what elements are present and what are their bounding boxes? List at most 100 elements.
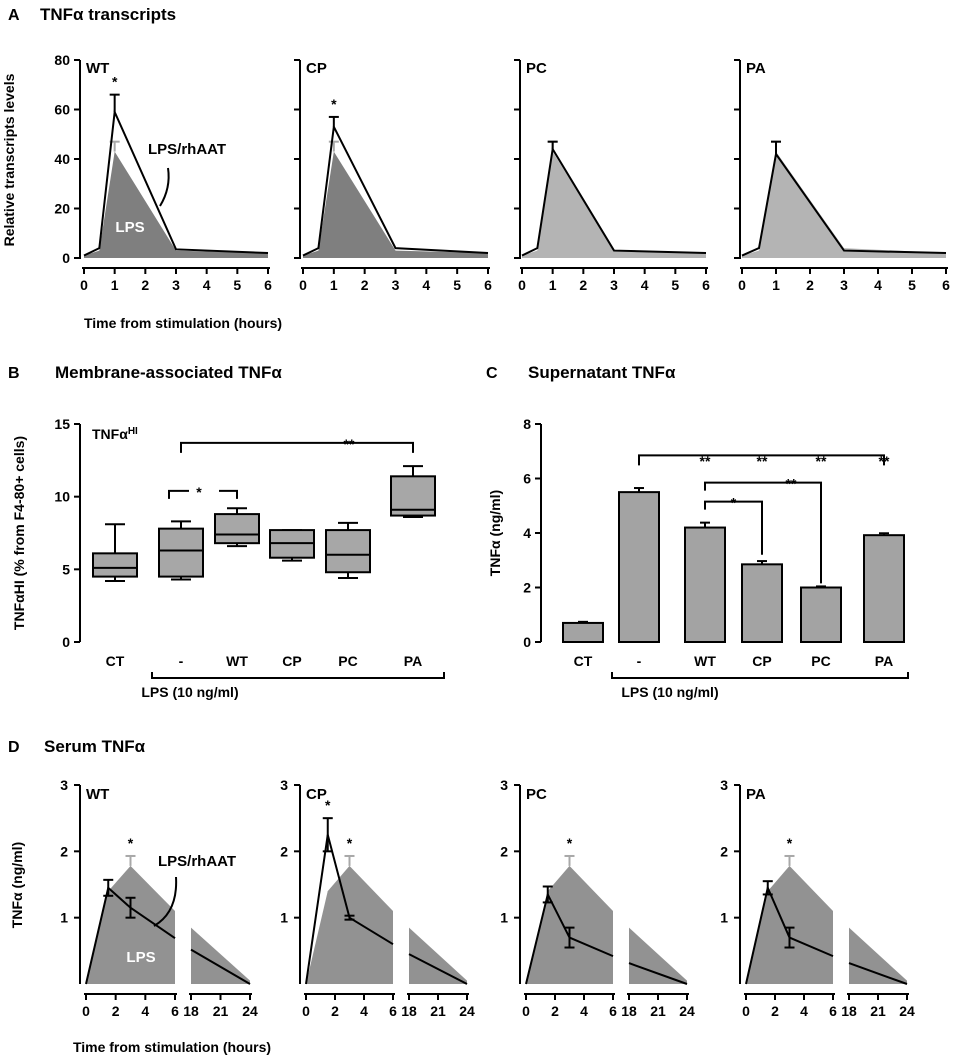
panel-b-box (158, 527, 204, 578)
panel-d-legend-pointer (153, 876, 178, 927)
panel-d-letter: D (8, 739, 20, 756)
panel-b-y-tick-label: 15 (54, 416, 70, 432)
panel-a-legend-pointer (159, 167, 170, 207)
panel-d-rhaat-line-right (190, 948, 251, 985)
panel-d-lps-area-left (306, 865, 393, 984)
panel-c-significance-star: ** (700, 453, 711, 469)
panel-c-significance-bracket (704, 481, 822, 584)
panel-d-x-tick-label: 0 (82, 1003, 90, 1019)
panel-d-x-tick-label: 18 (183, 1003, 199, 1019)
panel-d-lps-area-right (409, 927, 467, 984)
panel-d-x-tick-label: 0 (302, 1003, 310, 1019)
panel-d-x-label: Time from stimulation (hours) (73, 1039, 271, 1055)
panel-a-lps-area (522, 151, 706, 258)
panel-d-legend-lps: LPS (126, 949, 155, 966)
panel-c-significance-label: ** (786, 476, 797, 492)
panel-a-x-tick-label: 5 (908, 277, 916, 293)
panel-d-y-tick-label: 3 (500, 777, 508, 793)
panel-d-title: Serum TNFα (44, 737, 146, 756)
panel-d-lps-star: * (787, 835, 793, 851)
panel-d-y-tick-label: 3 (60, 777, 68, 793)
panel-d-x-tick-label: 18 (621, 1003, 637, 1019)
panel-a-significance-star: * (112, 74, 118, 90)
panel-d-y-tick-label: 3 (720, 777, 728, 793)
panel-b-category-label: WT (226, 653, 248, 669)
panel-b-group-bracket (151, 672, 445, 679)
panel-c-significance-bracket (704, 500, 763, 555)
panel-a-significance-star: * (331, 96, 337, 112)
panel-d-x-tick-label: 2 (771, 1003, 779, 1019)
panel-d-x-tick-label: 4 (360, 1003, 368, 1019)
panel-d-lps-area-left (526, 865, 613, 984)
panel-d-x-tick-label: 6 (609, 1003, 617, 1019)
panel-a-subplot-label: PA (746, 60, 766, 77)
panel-d-rhaat-line-right (628, 962, 688, 985)
panel-d-lps-area-right (849, 927, 907, 984)
panel-d-lps-area-right (629, 927, 687, 984)
panel-d-x-tick-label: 2 (331, 1003, 339, 1019)
panel-a-x-tick-label: 1 (330, 277, 338, 293)
panel-a-x-tick-label: 5 (233, 277, 241, 293)
panel-d-y-tick-label: 3 (280, 777, 288, 793)
panel-a-x-tick-label: 4 (422, 277, 430, 293)
panel-a-x-tick-label: 3 (840, 277, 848, 293)
panel-d-x-tick-label: 4 (580, 1003, 588, 1019)
panel-a-subplot-label: WT (86, 60, 109, 77)
panel-a-legend-rhaat: LPS/rhAAT (148, 141, 226, 158)
panel-a-x-tick-label: 2 (579, 277, 587, 293)
panel-a-x-tick-label: 1 (111, 277, 119, 293)
panel-d-x-tick-label: 24 (899, 1003, 915, 1019)
panel-d-x-tick-label: 24 (679, 1003, 695, 1019)
panel-d-subplot-label: PC (526, 786, 547, 803)
panel-d-x-tick-label: 21 (650, 1003, 666, 1019)
panel-c-letter: C (486, 365, 498, 382)
panel-b-inset-label-sup: HI (128, 426, 138, 437)
panel-c-y-tick-label: 2 (523, 580, 531, 596)
panel-b-inset-label: TNFαHI (92, 426, 138, 443)
panel-d-lps-star: * (347, 835, 353, 851)
panel-d-subplot-label: CP (306, 786, 327, 803)
panel-a-title: TNFα transcripts (40, 5, 176, 24)
panel-a-x-tick-label: 5 (671, 277, 679, 293)
panel-d-x-tick-label: 2 (112, 1003, 120, 1019)
panel-c-bar (618, 491, 660, 643)
panel-c-y-tick-label: 0 (523, 634, 531, 650)
panel-a-x-tick-label: 1 (549, 277, 557, 293)
panel-d-rhaat-line-left-tail (789, 936, 834, 958)
panel-a-x-tick-label: 4 (874, 277, 882, 293)
panel-b-group-label: LPS (10 ng/ml) (141, 684, 238, 700)
panel-d-x-tick-label: 21 (213, 1003, 229, 1019)
panel-d-subplot-label: WT (86, 786, 109, 803)
panel-a-x-tick-label: 0 (80, 277, 88, 293)
panel-a-y-tick-label: 20 (54, 201, 70, 217)
panel-d-legend-rhaat: LPS/rhAAT (158, 853, 236, 870)
panel-b-category-label: PA (404, 653, 422, 669)
panel-d-y-tick-label: 2 (60, 843, 68, 859)
panel-a-x-tick-label: 2 (806, 277, 814, 293)
panel-d-rhaat-line-right (408, 953, 468, 985)
panel-d-x-tick-label: 6 (389, 1003, 397, 1019)
panel-d-x-tick-label: 24 (459, 1003, 475, 1019)
panel-d-x-tick-label: 0 (522, 1003, 530, 1019)
panel-c-y-tick-label: 6 (523, 471, 531, 487)
panel-d-rhaat-line-right (848, 962, 908, 985)
panel-b-category-label: - (179, 653, 184, 669)
panel-c-title: Supernatant TNFα (528, 363, 676, 382)
panel-d-rhaat-line-left-tail (348, 916, 394, 946)
panel-d-y-tick-label: 2 (280, 843, 288, 859)
panel-b-significance-bracket-left (168, 489, 189, 499)
panel-d-x-tick-label: 21 (430, 1003, 446, 1019)
panel-d-rhaat-line-left-tail (569, 936, 614, 958)
panel-c-bar (684, 526, 726, 643)
panel-c-category-label: - (637, 653, 642, 669)
panel-b-y-label: TNFαHI (% from F4-80+ cells) (11, 436, 27, 630)
panel-b-significance-label: * (196, 484, 202, 500)
panel-d-y-tick-label: 1 (280, 910, 288, 926)
panel-d-x-tick-label: 2 (551, 1003, 559, 1019)
panel-d-x-tick-label: 21 (870, 1003, 886, 1019)
panel-b-category-label: PC (338, 653, 357, 669)
panel-b-title: Membrane-associated TNFα (55, 363, 282, 382)
